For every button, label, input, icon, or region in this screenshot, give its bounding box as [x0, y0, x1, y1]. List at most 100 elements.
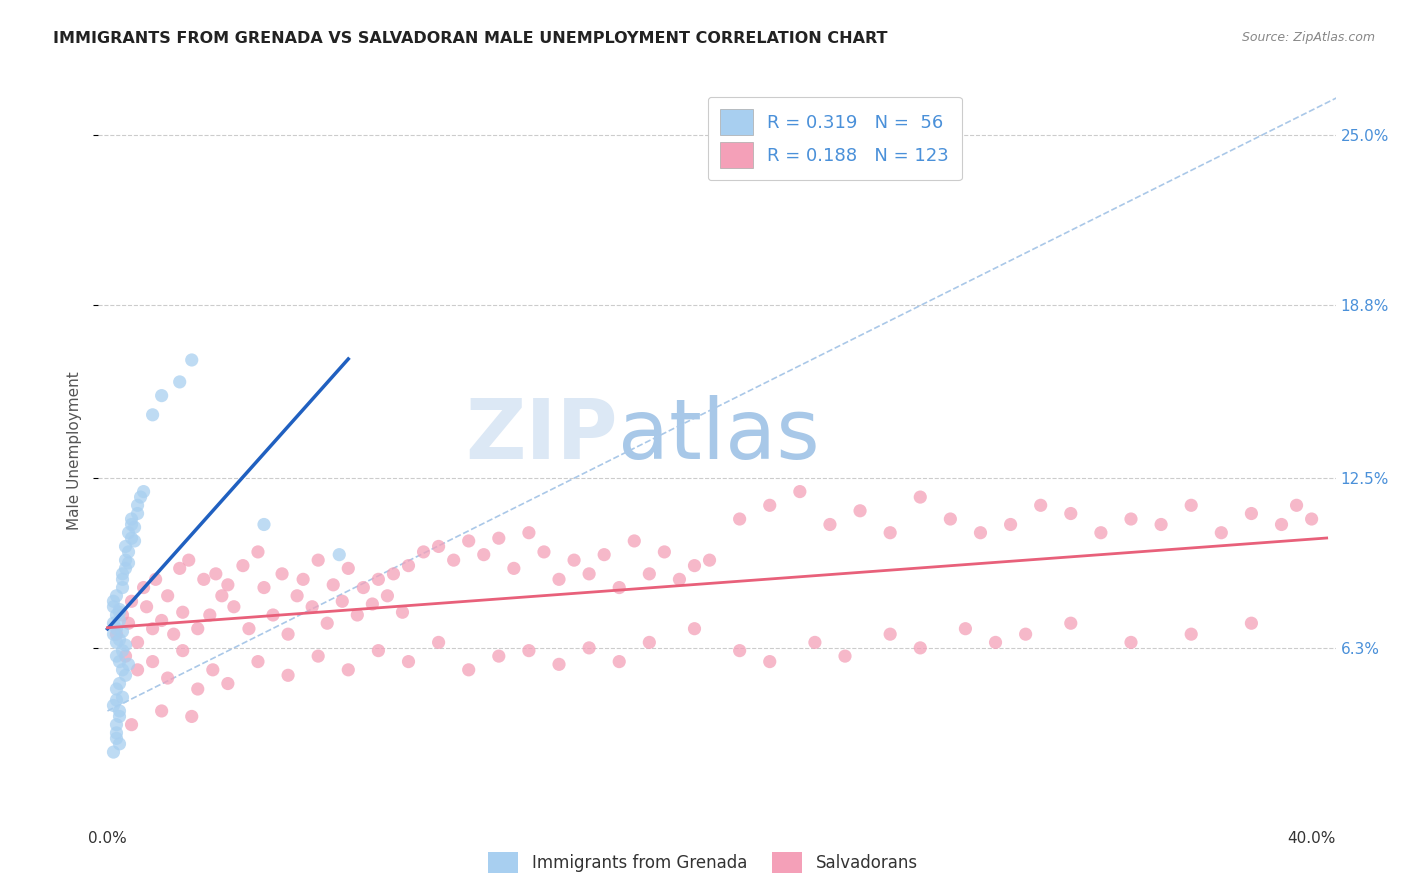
- Point: [163, 627, 186, 641]
- Point: [180, 353, 202, 368]
- Point: [638, 566, 661, 581]
- Point: [132, 581, 155, 595]
- Point: [548, 572, 571, 586]
- Point: [330, 594, 353, 608]
- Point: [129, 490, 152, 504]
- Point: [1180, 498, 1202, 512]
- Point: [117, 657, 139, 672]
- Point: [127, 507, 149, 521]
- Point: [328, 548, 350, 562]
- Point: [834, 649, 856, 664]
- Point: [111, 663, 134, 677]
- Point: [124, 533, 146, 548]
- Point: [142, 655, 165, 669]
- Point: [1240, 616, 1263, 631]
- Point: [1301, 512, 1323, 526]
- Point: [111, 572, 134, 586]
- Point: [457, 663, 479, 677]
- Point: [728, 643, 751, 657]
- Point: [683, 558, 706, 573]
- Point: [427, 635, 450, 649]
- Point: [758, 498, 780, 512]
- Point: [412, 545, 434, 559]
- Point: [277, 668, 299, 682]
- Point: [623, 533, 645, 548]
- Point: [135, 599, 157, 614]
- Point: [172, 605, 194, 619]
- Point: [367, 572, 389, 586]
- Point: [654, 545, 676, 559]
- Point: [111, 624, 134, 639]
- Point: [156, 589, 179, 603]
- Point: [443, 553, 465, 567]
- Point: [117, 556, 139, 570]
- Point: [879, 627, 901, 641]
- Point: [1285, 498, 1308, 512]
- Point: [187, 681, 209, 696]
- Point: [488, 649, 510, 664]
- Point: [217, 676, 239, 690]
- Point: [1211, 525, 1233, 540]
- Point: [121, 512, 143, 526]
- Point: [103, 616, 125, 631]
- Point: [156, 671, 179, 685]
- Point: [638, 635, 661, 649]
- Point: [105, 589, 128, 603]
- Point: [105, 717, 128, 731]
- Point: [969, 525, 991, 540]
- Point: [262, 607, 284, 622]
- Point: [105, 731, 128, 746]
- Point: [172, 643, 194, 657]
- Point: [198, 607, 221, 622]
- Text: atlas: atlas: [619, 395, 820, 476]
- Point: [1119, 512, 1142, 526]
- Point: [1060, 616, 1083, 631]
- Point: [108, 704, 131, 718]
- Point: [578, 566, 600, 581]
- Point: [398, 655, 420, 669]
- Point: [758, 655, 780, 669]
- Point: [180, 709, 202, 723]
- Point: [578, 640, 600, 655]
- Point: [271, 566, 294, 581]
- Point: [1090, 525, 1112, 540]
- Point: [150, 389, 173, 403]
- Point: [108, 709, 131, 723]
- Point: [668, 572, 690, 586]
- Point: [145, 572, 167, 586]
- Point: [108, 632, 131, 647]
- Point: [105, 635, 128, 649]
- Point: [346, 607, 368, 622]
- Point: [879, 525, 901, 540]
- Point: [533, 545, 555, 559]
- Point: [103, 599, 125, 614]
- Point: [593, 548, 616, 562]
- Point: [939, 512, 962, 526]
- Point: [150, 704, 173, 718]
- Point: [1150, 517, 1173, 532]
- Point: [301, 599, 323, 614]
- Point: [562, 553, 585, 567]
- Point: [142, 622, 165, 636]
- Point: [117, 616, 139, 631]
- Point: [818, 517, 841, 532]
- Text: Source: ZipAtlas.com: Source: ZipAtlas.com: [1241, 31, 1375, 45]
- Point: [607, 581, 630, 595]
- Point: [253, 517, 276, 532]
- Point: [103, 698, 125, 713]
- Point: [211, 589, 233, 603]
- Point: [1270, 517, 1292, 532]
- Point: [285, 589, 308, 603]
- Point: [217, 578, 239, 592]
- Point: [789, 484, 811, 499]
- Point: [121, 717, 143, 731]
- Point: [427, 540, 450, 554]
- Point: [367, 643, 389, 657]
- Point: [124, 520, 146, 534]
- Point: [111, 643, 134, 657]
- Point: [205, 566, 228, 581]
- Point: [127, 663, 149, 677]
- Point: [114, 649, 136, 664]
- Point: [1060, 507, 1083, 521]
- Point: [127, 498, 149, 512]
